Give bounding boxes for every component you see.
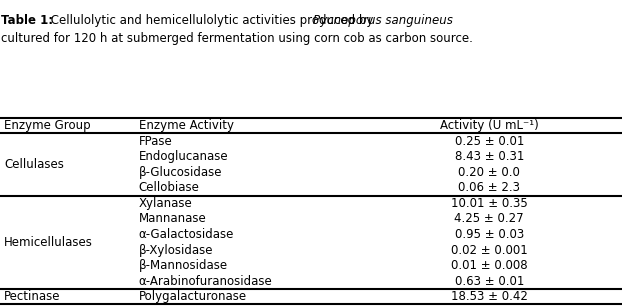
Text: 0.95 ± 0.03: 0.95 ± 0.03 xyxy=(455,228,524,241)
Text: Hemicellulases: Hemicellulases xyxy=(4,236,93,249)
Text: Pycnoporus sanguineus: Pycnoporus sanguineus xyxy=(313,14,453,27)
Text: 0.20 ± 0.0: 0.20 ± 0.0 xyxy=(458,166,520,179)
Text: Activity (U mL⁻¹): Activity (U mL⁻¹) xyxy=(440,119,539,132)
Text: 8.43 ± 0.31: 8.43 ± 0.31 xyxy=(455,150,524,163)
Text: Cellulases: Cellulases xyxy=(4,158,64,171)
Text: 0.02 ± 0.001: 0.02 ± 0.001 xyxy=(451,244,527,256)
Text: 18.53 ± 0.42: 18.53 ± 0.42 xyxy=(451,290,527,303)
Text: Table 1:: Table 1: xyxy=(1,14,53,27)
Text: Polygalacturonase: Polygalacturonase xyxy=(139,290,247,303)
Text: 0.63 ± 0.01: 0.63 ± 0.01 xyxy=(455,275,524,288)
Text: α-Galactosidase: α-Galactosidase xyxy=(139,228,234,241)
Text: FPase: FPase xyxy=(139,135,172,147)
Text: β-Glucosidase: β-Glucosidase xyxy=(139,166,222,179)
Text: 10.01 ± 0.35: 10.01 ± 0.35 xyxy=(451,197,527,210)
Text: 0.25 ± 0.01: 0.25 ± 0.01 xyxy=(455,135,524,147)
Text: Endoglucanase: Endoglucanase xyxy=(139,150,228,163)
Text: β-Xylosidase: β-Xylosidase xyxy=(139,244,213,256)
Text: Xylanase: Xylanase xyxy=(139,197,192,210)
Text: Cellobiase: Cellobiase xyxy=(139,181,200,194)
Text: β-Mannosidase: β-Mannosidase xyxy=(139,259,228,272)
Text: Cellulolytic and hemicellulolytic activities produced by: Cellulolytic and hemicellulolytic activi… xyxy=(47,14,377,27)
Text: 0.01 ± 0.008: 0.01 ± 0.008 xyxy=(451,259,527,272)
Text: Enzyme Activity: Enzyme Activity xyxy=(139,119,234,132)
Text: cultured for 120 h at submerged fermentation using corn cob as carbon source.: cultured for 120 h at submerged fermenta… xyxy=(1,32,473,45)
Text: α-Arabinofuranosidase: α-Arabinofuranosidase xyxy=(139,275,272,288)
Text: Enzyme Group: Enzyme Group xyxy=(4,119,91,132)
Text: Mannanase: Mannanase xyxy=(139,212,207,226)
Text: 0.06 ± 2.3: 0.06 ± 2.3 xyxy=(458,181,520,194)
Text: 4.25 ± 0.27: 4.25 ± 0.27 xyxy=(455,212,524,226)
Text: Pectinase: Pectinase xyxy=(4,290,61,303)
